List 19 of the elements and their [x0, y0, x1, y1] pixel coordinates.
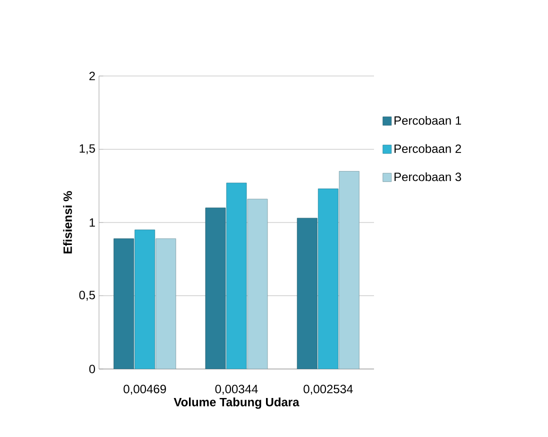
- y-tick-label: 1: [90, 218, 95, 227]
- bar: [338, 171, 360, 369]
- bar: [318, 188, 338, 369]
- bar: [226, 182, 247, 369]
- bar: [134, 230, 156, 369]
- x-axis-title: Volume Tabung Udara: [174, 398, 300, 409]
- legend-label: Percobaan 3: [394, 172, 462, 182]
- y-axis-title: Efisiensi %: [63, 191, 72, 254]
- x-tick-label: 0,002534: [304, 384, 353, 395]
- bar: [247, 198, 268, 369]
- y-tick-label: 2: [89, 72, 95, 80]
- bar: [156, 238, 176, 369]
- x-tick-label: 0,00469: [124, 384, 166, 395]
- x-tick-label: 0,00344: [215, 384, 258, 395]
- y-tick-label: 0: [89, 364, 96, 374]
- y-tick-label: 0,5: [79, 290, 95, 301]
- y-tick-label: 1,5: [80, 144, 95, 154]
- legend-label: Percobaan 2: [394, 144, 462, 153]
- legend-label: Percobaan 1: [394, 116, 462, 125]
